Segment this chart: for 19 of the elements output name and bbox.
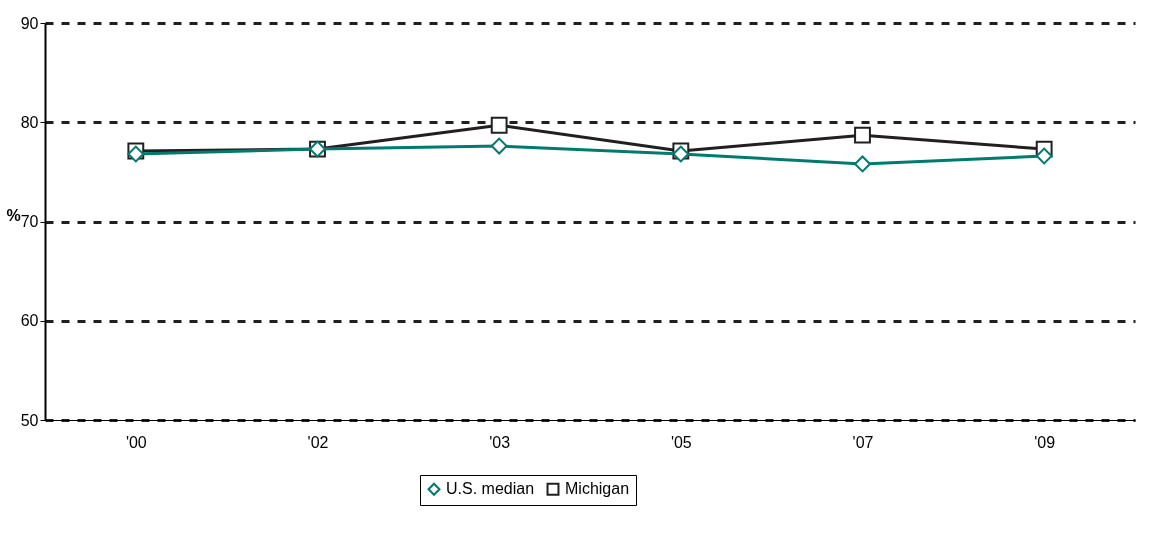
legend-label: Michigan bbox=[565, 480, 630, 498]
point bbox=[490, 116, 508, 134]
x-tick-label: '09 bbox=[1034, 433, 1056, 451]
x-tick-label: '00 bbox=[125, 433, 147, 451]
y-tick-label: 70 bbox=[20, 213, 39, 230]
x-tick-label: '07 bbox=[852, 433, 874, 451]
point bbox=[854, 126, 871, 144]
x-tick-label: '02 bbox=[307, 433, 329, 451]
point bbox=[490, 137, 508, 155]
point bbox=[1035, 147, 1053, 165]
y-tick-label: 50 bbox=[20, 411, 39, 429]
y-axis-title: % bbox=[6, 206, 21, 224]
point bbox=[854, 155, 871, 173]
x-tick-label: '03 bbox=[489, 433, 511, 451]
legend-label: U.S. median bbox=[446, 480, 535, 498]
y-tick-label: 60 bbox=[20, 312, 39, 330]
y-tick-label: 90 bbox=[20, 14, 39, 32]
y-tick-label: 80 bbox=[20, 113, 39, 131]
x-tick-label: '05 bbox=[670, 433, 692, 451]
